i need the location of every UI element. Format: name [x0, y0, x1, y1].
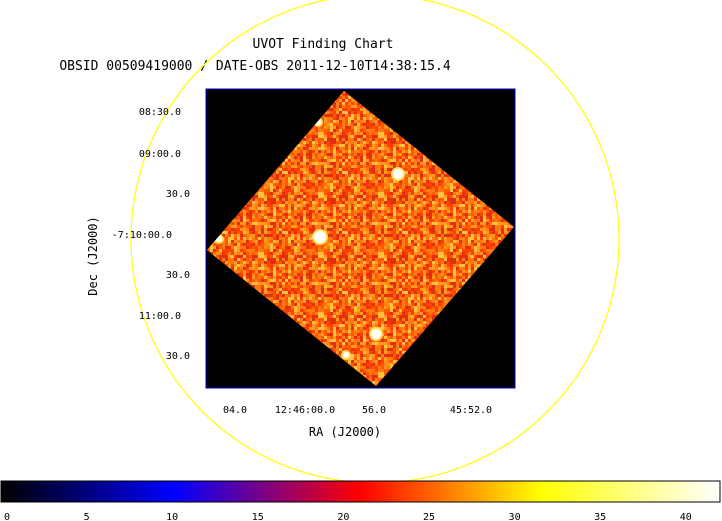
colorbar-tick-label: 35: [594, 512, 606, 521]
colorbar: [0, 480, 721, 503]
colorbar-ticks: 0 5 10 15 20 25 30 35 40: [4, 512, 692, 521]
sources-layer: [214, 117, 405, 360]
chart-subtitle: OBSID 00509419000 / DATE-OBS 2011-12-10T…: [59, 59, 451, 74]
colorbar-tick-label: 5: [84, 512, 90, 521]
x-axis-ticks: 04.0 12:46:00.0 56.0 45:52.0: [223, 405, 492, 416]
source-src3: [371, 329, 381, 339]
y-tick-label: 08:30.0: [139, 107, 181, 118]
source-src2: [393, 169, 403, 179]
colorbar-tick-label: 15: [252, 512, 264, 521]
y-tick-label: 30.0: [166, 270, 190, 281]
x-tick-label: 12:46:00.0: [275, 405, 335, 416]
y-tick-label: 30.0: [166, 351, 190, 362]
y-axis-ticks: 08:30.0 09:00.0 30.0 -7:10:00.0 30.0 11:00.0 3…: [112, 107, 190, 362]
y-tick-label: -7:10:00.0: [112, 230, 172, 241]
y-tick-label: 11:00.0: [139, 311, 181, 322]
x-axis-label: RA (J2000): [309, 425, 381, 439]
colorbar-tick-label: 25: [423, 512, 435, 521]
colorbar-tick-label: 30: [509, 512, 521, 521]
chart-title: UVOT Finding Chart: [253, 37, 394, 52]
x-tick-label: 56.0: [362, 405, 386, 416]
colorbar-tick-label: 10: [166, 512, 178, 521]
colorbar-tick-label: 40: [680, 512, 692, 521]
source-src1: [314, 231, 326, 243]
y-tick-label: 30.0: [166, 189, 190, 200]
source-src4: [343, 352, 349, 358]
y-axis-label: Dec (J2000): [86, 216, 100, 295]
x-tick-label: 45:52.0: [450, 405, 492, 416]
y-tick-label: 09:00.0: [139, 149, 181, 160]
colorbar-tick-label: 0: [4, 512, 10, 521]
colorbar-tick-label: 20: [337, 512, 349, 521]
x-tick-label: 04.0: [223, 405, 247, 416]
